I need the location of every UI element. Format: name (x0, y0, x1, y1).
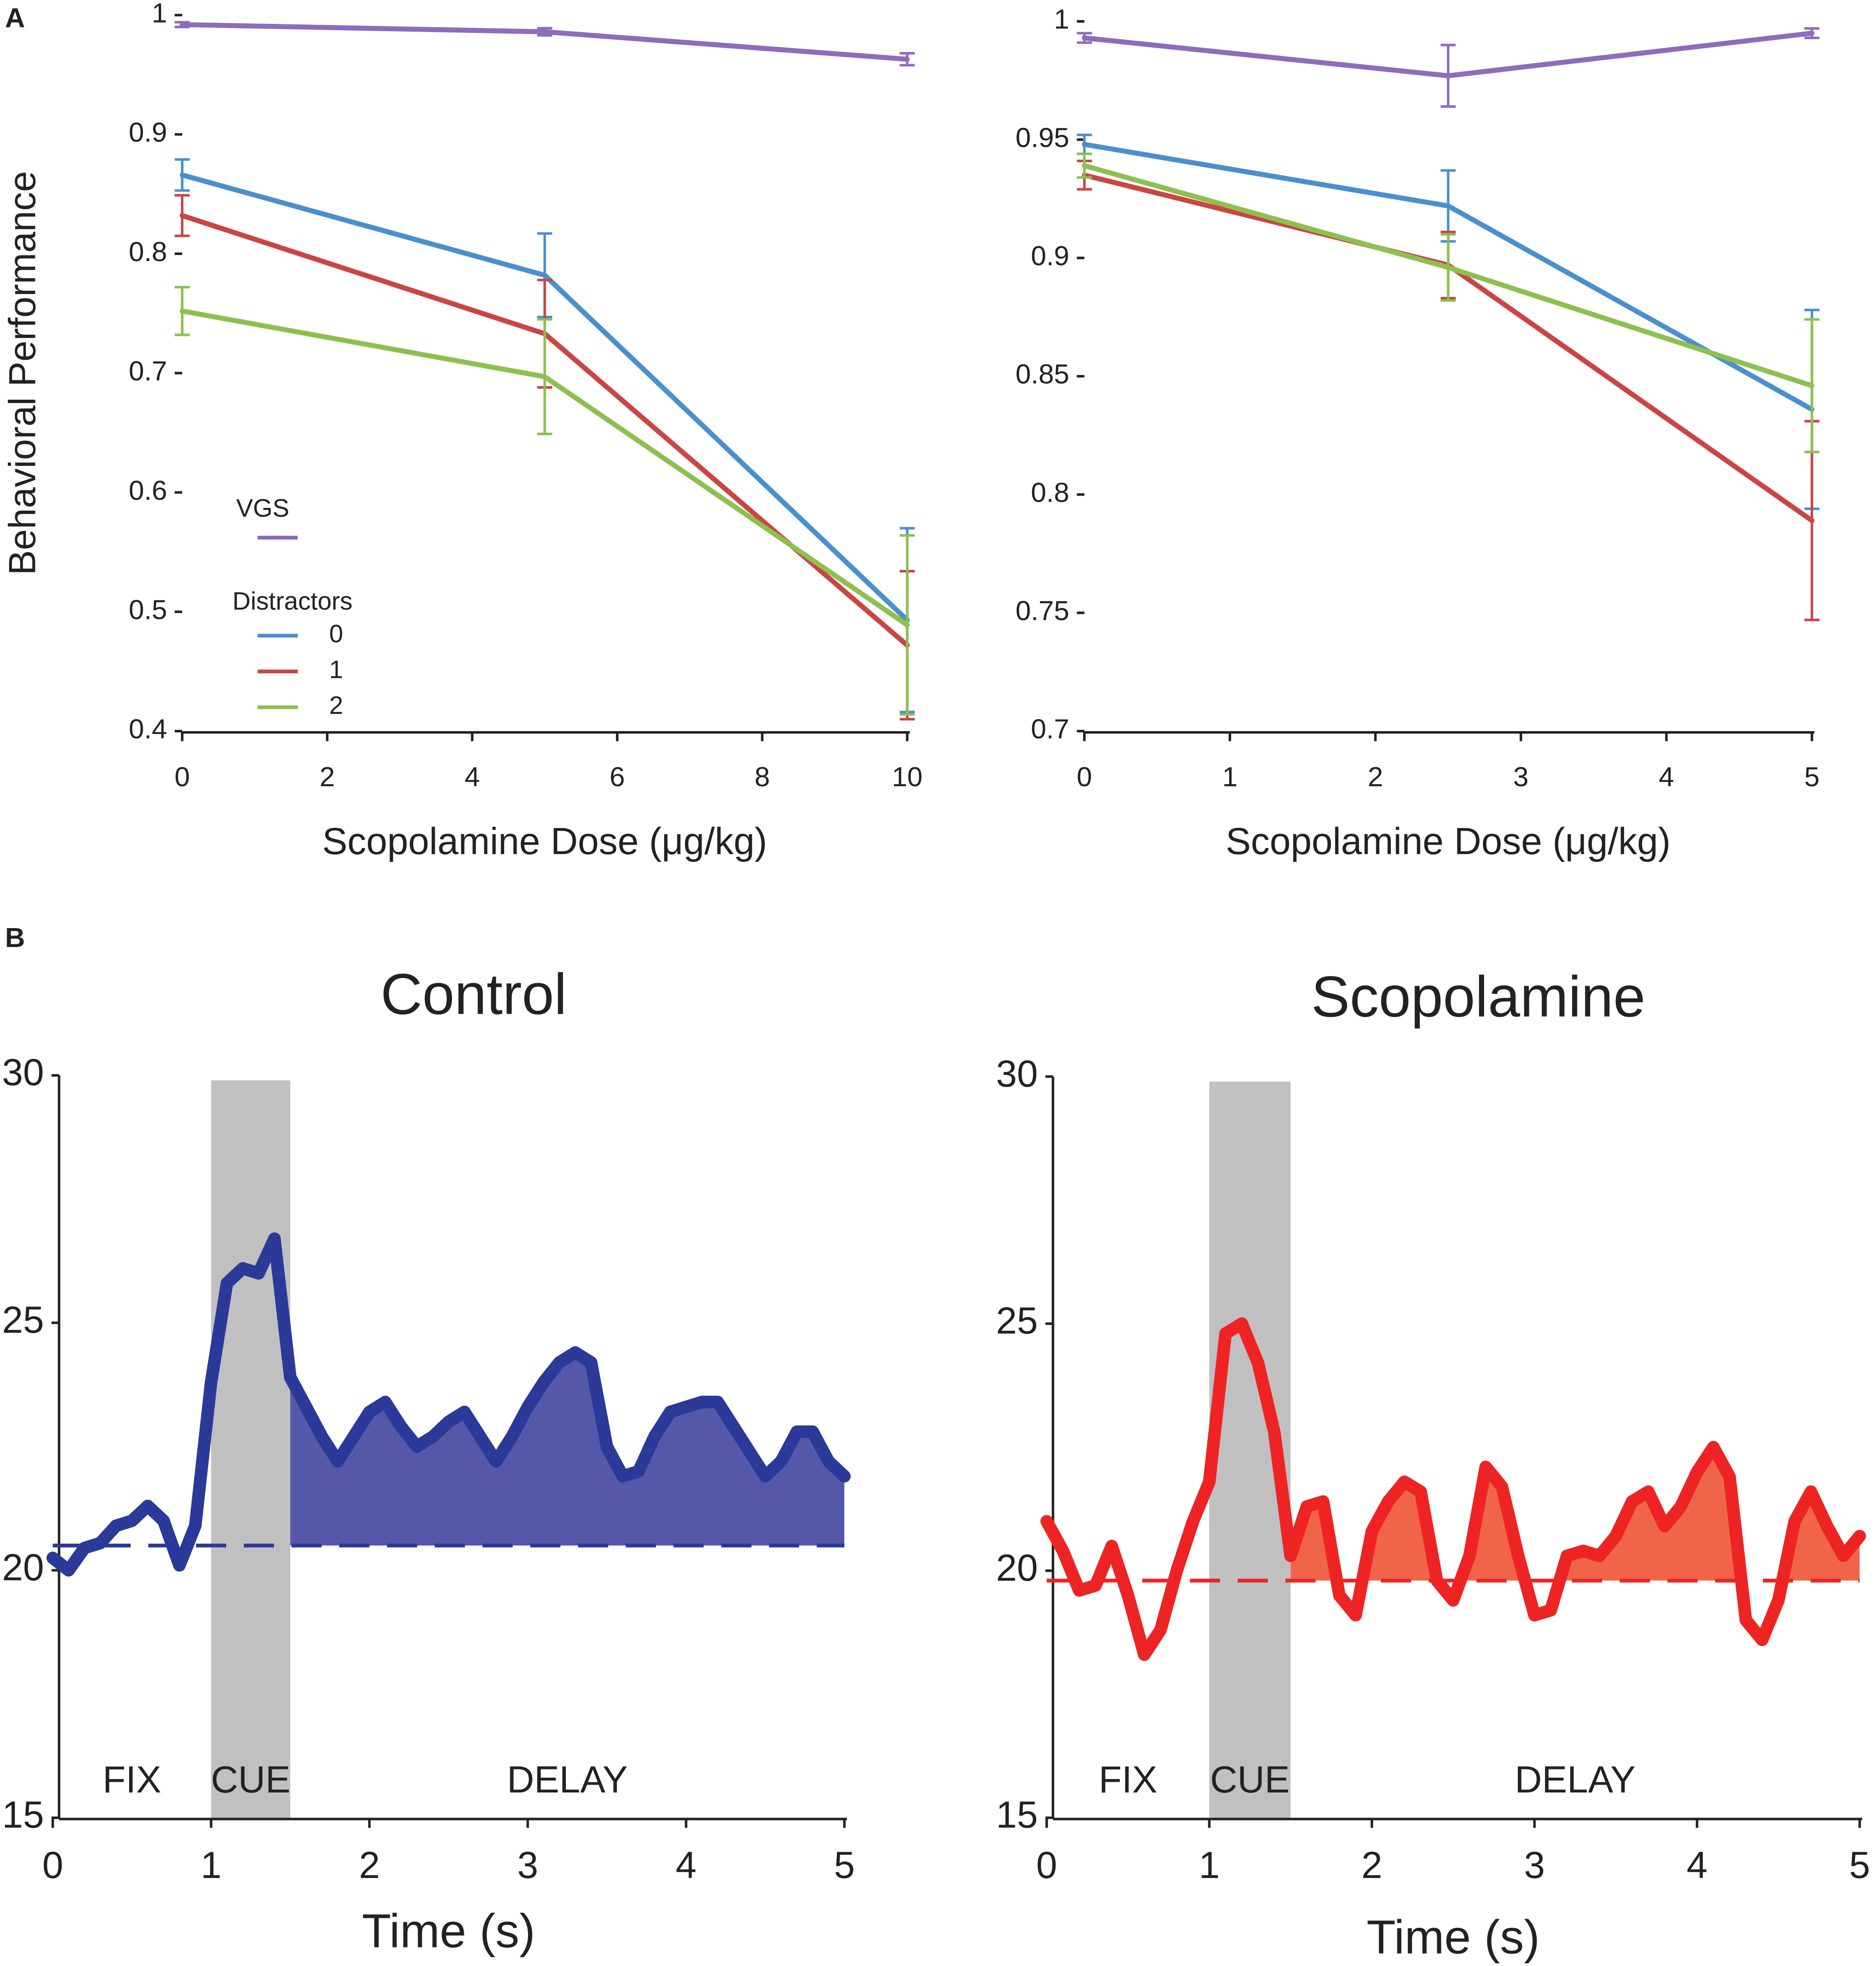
y-tick-label: 25 (2, 1299, 44, 1341)
cue-region (211, 1080, 290, 1818)
y-tick-label: 25 (996, 1300, 1038, 1342)
legend-label: 2 (329, 691, 343, 719)
x-tick-label: 2 (1368, 762, 1383, 792)
y-axis-label: Behavioral Performance (1, 171, 43, 575)
error-bar (174, 194, 190, 237)
y-tick-label: 0.5 (129, 595, 167, 625)
x-tick-label: 5 (1849, 1844, 1870, 1886)
x-tick-label: 0 (42, 1844, 63, 1886)
y-tick-label: 0.8 (129, 236, 167, 267)
x-tick-label: 2 (1362, 1844, 1383, 1886)
y-tick-label: 30 (996, 1053, 1038, 1095)
error-bar (1441, 44, 1456, 108)
y-tick-label: 15 (996, 1794, 1038, 1836)
error-bar (899, 534, 915, 716)
error-bar (537, 318, 552, 435)
y-tick-label: 15 (2, 1794, 44, 1836)
series-line (1040, 1317, 1866, 1661)
x-tick-label: 5 (834, 1844, 855, 1886)
error-bar (1441, 233, 1456, 302)
x-tick-label: 6 (609, 762, 625, 792)
error-bar (174, 158, 190, 192)
y-tick-label: 1 (1054, 4, 1069, 35)
y-tick-label: 1 (152, 0, 167, 28)
y-tick-label: 0.7 (129, 356, 167, 387)
x-tick-label: 3 (1513, 762, 1529, 792)
error-bar (1804, 318, 1820, 454)
phase-label: DELAY (1515, 1759, 1635, 1801)
y-tick-label: 20 (996, 1547, 1038, 1589)
y-tick-label: 20 (2, 1547, 44, 1589)
error-bar (537, 27, 552, 37)
legend-label: VGS (236, 494, 289, 522)
x-tick-label: 1 (1199, 1844, 1220, 1886)
x-tick-label: 4 (676, 1844, 697, 1886)
x-tick-label: 4 (1686, 1844, 1707, 1886)
y-tick-label: 0.9 (1031, 241, 1069, 271)
error-bar (174, 21, 190, 28)
y-tick-label: 0.95 (1015, 122, 1069, 153)
phase-label: FIX (103, 1759, 162, 1801)
area-fill (1290, 1447, 1860, 1581)
y-tick-label: 0.85 (1015, 359, 1069, 390)
phase-label: FIX (1099, 1759, 1158, 1801)
x-tick-label: 3 (517, 1844, 538, 1886)
phase-label: CUE (211, 1759, 291, 1801)
x-axis-label: Time (s) (1366, 1910, 1540, 1964)
x-tick-label: 0 (1036, 1844, 1057, 1886)
legend-label: 1 (329, 655, 343, 683)
area-fill (290, 1352, 845, 1546)
phase-label: DELAY (507, 1759, 628, 1801)
x-axis-label: Scopolamine Dose (μg/kg) (1226, 820, 1671, 862)
x-axis-label: Time (s) (362, 1904, 535, 1957)
x-tick-label: 8 (755, 762, 770, 792)
y-tick-label: 0.6 (129, 475, 167, 506)
legend-title: Distractors (232, 587, 352, 615)
error-bar (1077, 153, 1092, 179)
phase-label: CUE (1210, 1759, 1290, 1801)
error-bar (174, 286, 190, 336)
y-tick-label: 0.7 (1031, 714, 1069, 745)
y-tick-label: 0.75 (1015, 595, 1069, 626)
x-tick-label: 1 (1222, 762, 1237, 792)
y-tick-label: 0.4 (129, 714, 167, 745)
x-tick-label: 3 (1524, 1844, 1545, 1886)
error-bar (1804, 27, 1820, 39)
panel-label: A (5, 3, 25, 34)
chart-title: Control (380, 962, 567, 1026)
error-bar (899, 52, 915, 67)
chart-title: Scopolamine (1311, 964, 1646, 1029)
x-tick-label: 2 (359, 1844, 380, 1886)
error-bar (1077, 32, 1092, 44)
series-line (46, 1232, 851, 1577)
y-tick-label: 0.8 (1031, 477, 1069, 508)
x-axis-label: Scopolamine Dose (μg/kg) (322, 820, 767, 862)
x-tick-label: 0 (1077, 762, 1092, 792)
x-tick-label: 4 (465, 762, 480, 792)
panel-label: B (5, 922, 25, 953)
x-tick-label: 5 (1804, 762, 1819, 792)
x-tick-label: 2 (320, 762, 335, 792)
legend-label: 0 (329, 620, 343, 648)
y-tick-label: 0.9 (129, 117, 167, 148)
y-tick-label: 30 (2, 1051, 44, 1093)
x-tick-label: 10 (892, 762, 923, 792)
x-tick-label: 4 (1659, 762, 1674, 792)
x-tick-label: 0 (174, 762, 190, 792)
x-tick-label: 1 (201, 1844, 222, 1886)
